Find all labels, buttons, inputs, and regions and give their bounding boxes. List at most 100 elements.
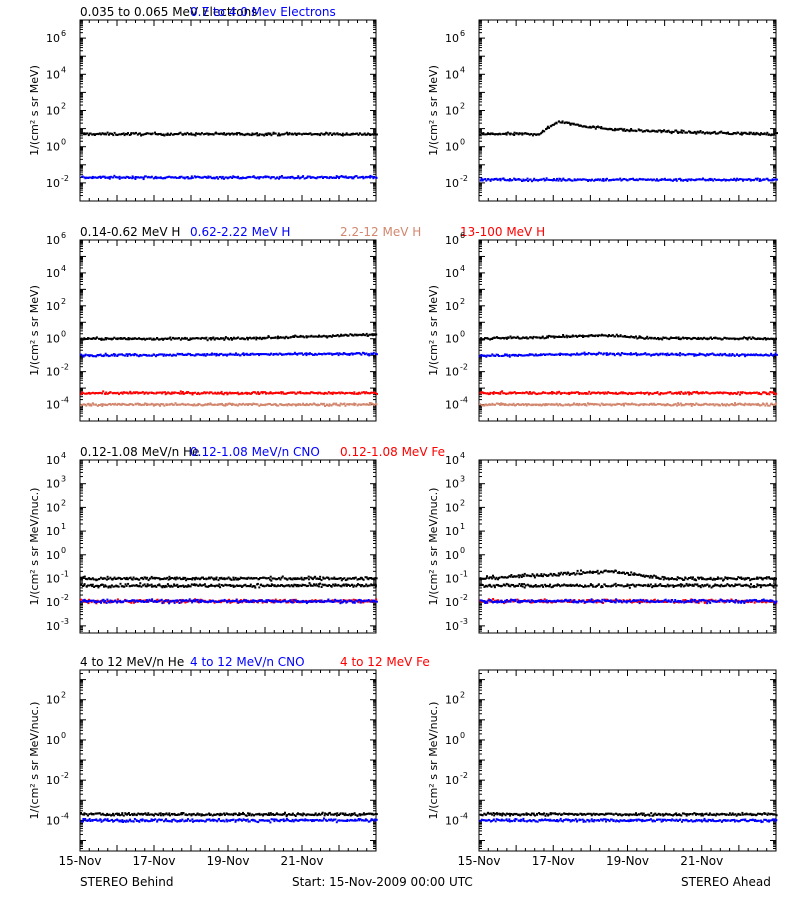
data-point xyxy=(125,353,128,356)
y-tick-label-exponent: -2 xyxy=(61,593,69,602)
data-point xyxy=(308,392,311,395)
data-point xyxy=(228,176,231,179)
data-point xyxy=(328,584,331,586)
data-point xyxy=(688,337,691,340)
data-point xyxy=(626,353,629,356)
data-point xyxy=(107,355,110,358)
data-point xyxy=(186,337,188,340)
data-point xyxy=(186,131,189,134)
data-point xyxy=(322,576,325,579)
data-point xyxy=(154,338,157,341)
data-point xyxy=(242,177,245,179)
data-point xyxy=(181,391,184,393)
data-point xyxy=(249,336,251,339)
data-point xyxy=(610,335,613,337)
data-point xyxy=(631,402,633,405)
data-point xyxy=(774,352,777,355)
data-point xyxy=(507,404,510,407)
data-point xyxy=(194,404,197,407)
data-point xyxy=(156,584,159,587)
data-point xyxy=(362,585,365,588)
data-point xyxy=(499,179,502,182)
data-point xyxy=(556,391,559,394)
data-point xyxy=(675,179,678,182)
data-point xyxy=(255,336,258,339)
data-point xyxy=(627,393,629,396)
series-1 xyxy=(80,582,377,589)
data-point xyxy=(326,132,329,135)
data-point xyxy=(527,392,530,395)
data-point xyxy=(242,402,245,405)
data-point xyxy=(599,404,602,407)
data-point xyxy=(269,177,272,180)
y-tick-label: 10 xyxy=(46,501,60,514)
data-point xyxy=(611,129,614,132)
data-point xyxy=(231,391,234,394)
data-point xyxy=(508,354,511,357)
data-point xyxy=(276,337,279,340)
data-point xyxy=(541,403,544,406)
data-point xyxy=(307,404,310,407)
data-point xyxy=(303,404,306,406)
y-tick-label-exponent: 6 xyxy=(460,29,465,38)
data-point xyxy=(350,132,353,135)
data-point xyxy=(520,354,523,357)
data-point xyxy=(294,334,297,337)
data-point xyxy=(215,352,218,355)
data-point xyxy=(220,337,223,340)
data-point xyxy=(732,392,734,395)
data-point xyxy=(581,352,584,355)
data-point xyxy=(171,391,174,394)
data-point xyxy=(710,178,713,181)
y-tick-label-exponent: -3 xyxy=(61,617,69,626)
data-point xyxy=(703,392,706,395)
data-point xyxy=(671,179,674,182)
data-point xyxy=(485,403,487,406)
data-point xyxy=(737,131,740,134)
data-point xyxy=(743,404,746,407)
data-point xyxy=(645,403,648,406)
data-point xyxy=(547,403,550,406)
data-point xyxy=(531,134,534,137)
data-point xyxy=(243,584,246,587)
data-point xyxy=(686,337,688,340)
data-point xyxy=(293,583,296,586)
data-point xyxy=(267,577,270,579)
data-point xyxy=(180,175,183,178)
data-point xyxy=(479,403,482,406)
data-point xyxy=(362,333,365,336)
data-point xyxy=(553,179,556,182)
data-point xyxy=(133,584,136,587)
data-point xyxy=(767,404,770,407)
data-point xyxy=(88,132,91,135)
data-point xyxy=(350,577,353,580)
data-point xyxy=(625,392,628,395)
data-point xyxy=(353,404,356,407)
data-point xyxy=(223,338,226,341)
data-point xyxy=(503,337,506,340)
data-point xyxy=(505,132,508,135)
data-point xyxy=(273,584,276,587)
data-point xyxy=(489,338,492,341)
data-point xyxy=(667,391,670,394)
data-point xyxy=(669,353,672,356)
data-point xyxy=(156,337,159,340)
data-point xyxy=(183,585,186,588)
data-point xyxy=(768,404,771,407)
data-point xyxy=(347,334,350,337)
data-point xyxy=(107,586,110,589)
data-point xyxy=(562,353,565,356)
data-point xyxy=(297,175,300,178)
data-point xyxy=(579,353,582,356)
data-point xyxy=(536,336,539,339)
data-point xyxy=(126,355,129,357)
data-point xyxy=(361,584,364,586)
data-point xyxy=(505,179,508,182)
data-point xyxy=(751,336,754,339)
data-point xyxy=(536,354,539,357)
data-point xyxy=(576,335,579,338)
y-axis-label: 1/(cm² s sr MeV) xyxy=(427,65,440,156)
data-point xyxy=(540,353,543,356)
data-point xyxy=(358,403,361,406)
data-point xyxy=(489,403,492,406)
